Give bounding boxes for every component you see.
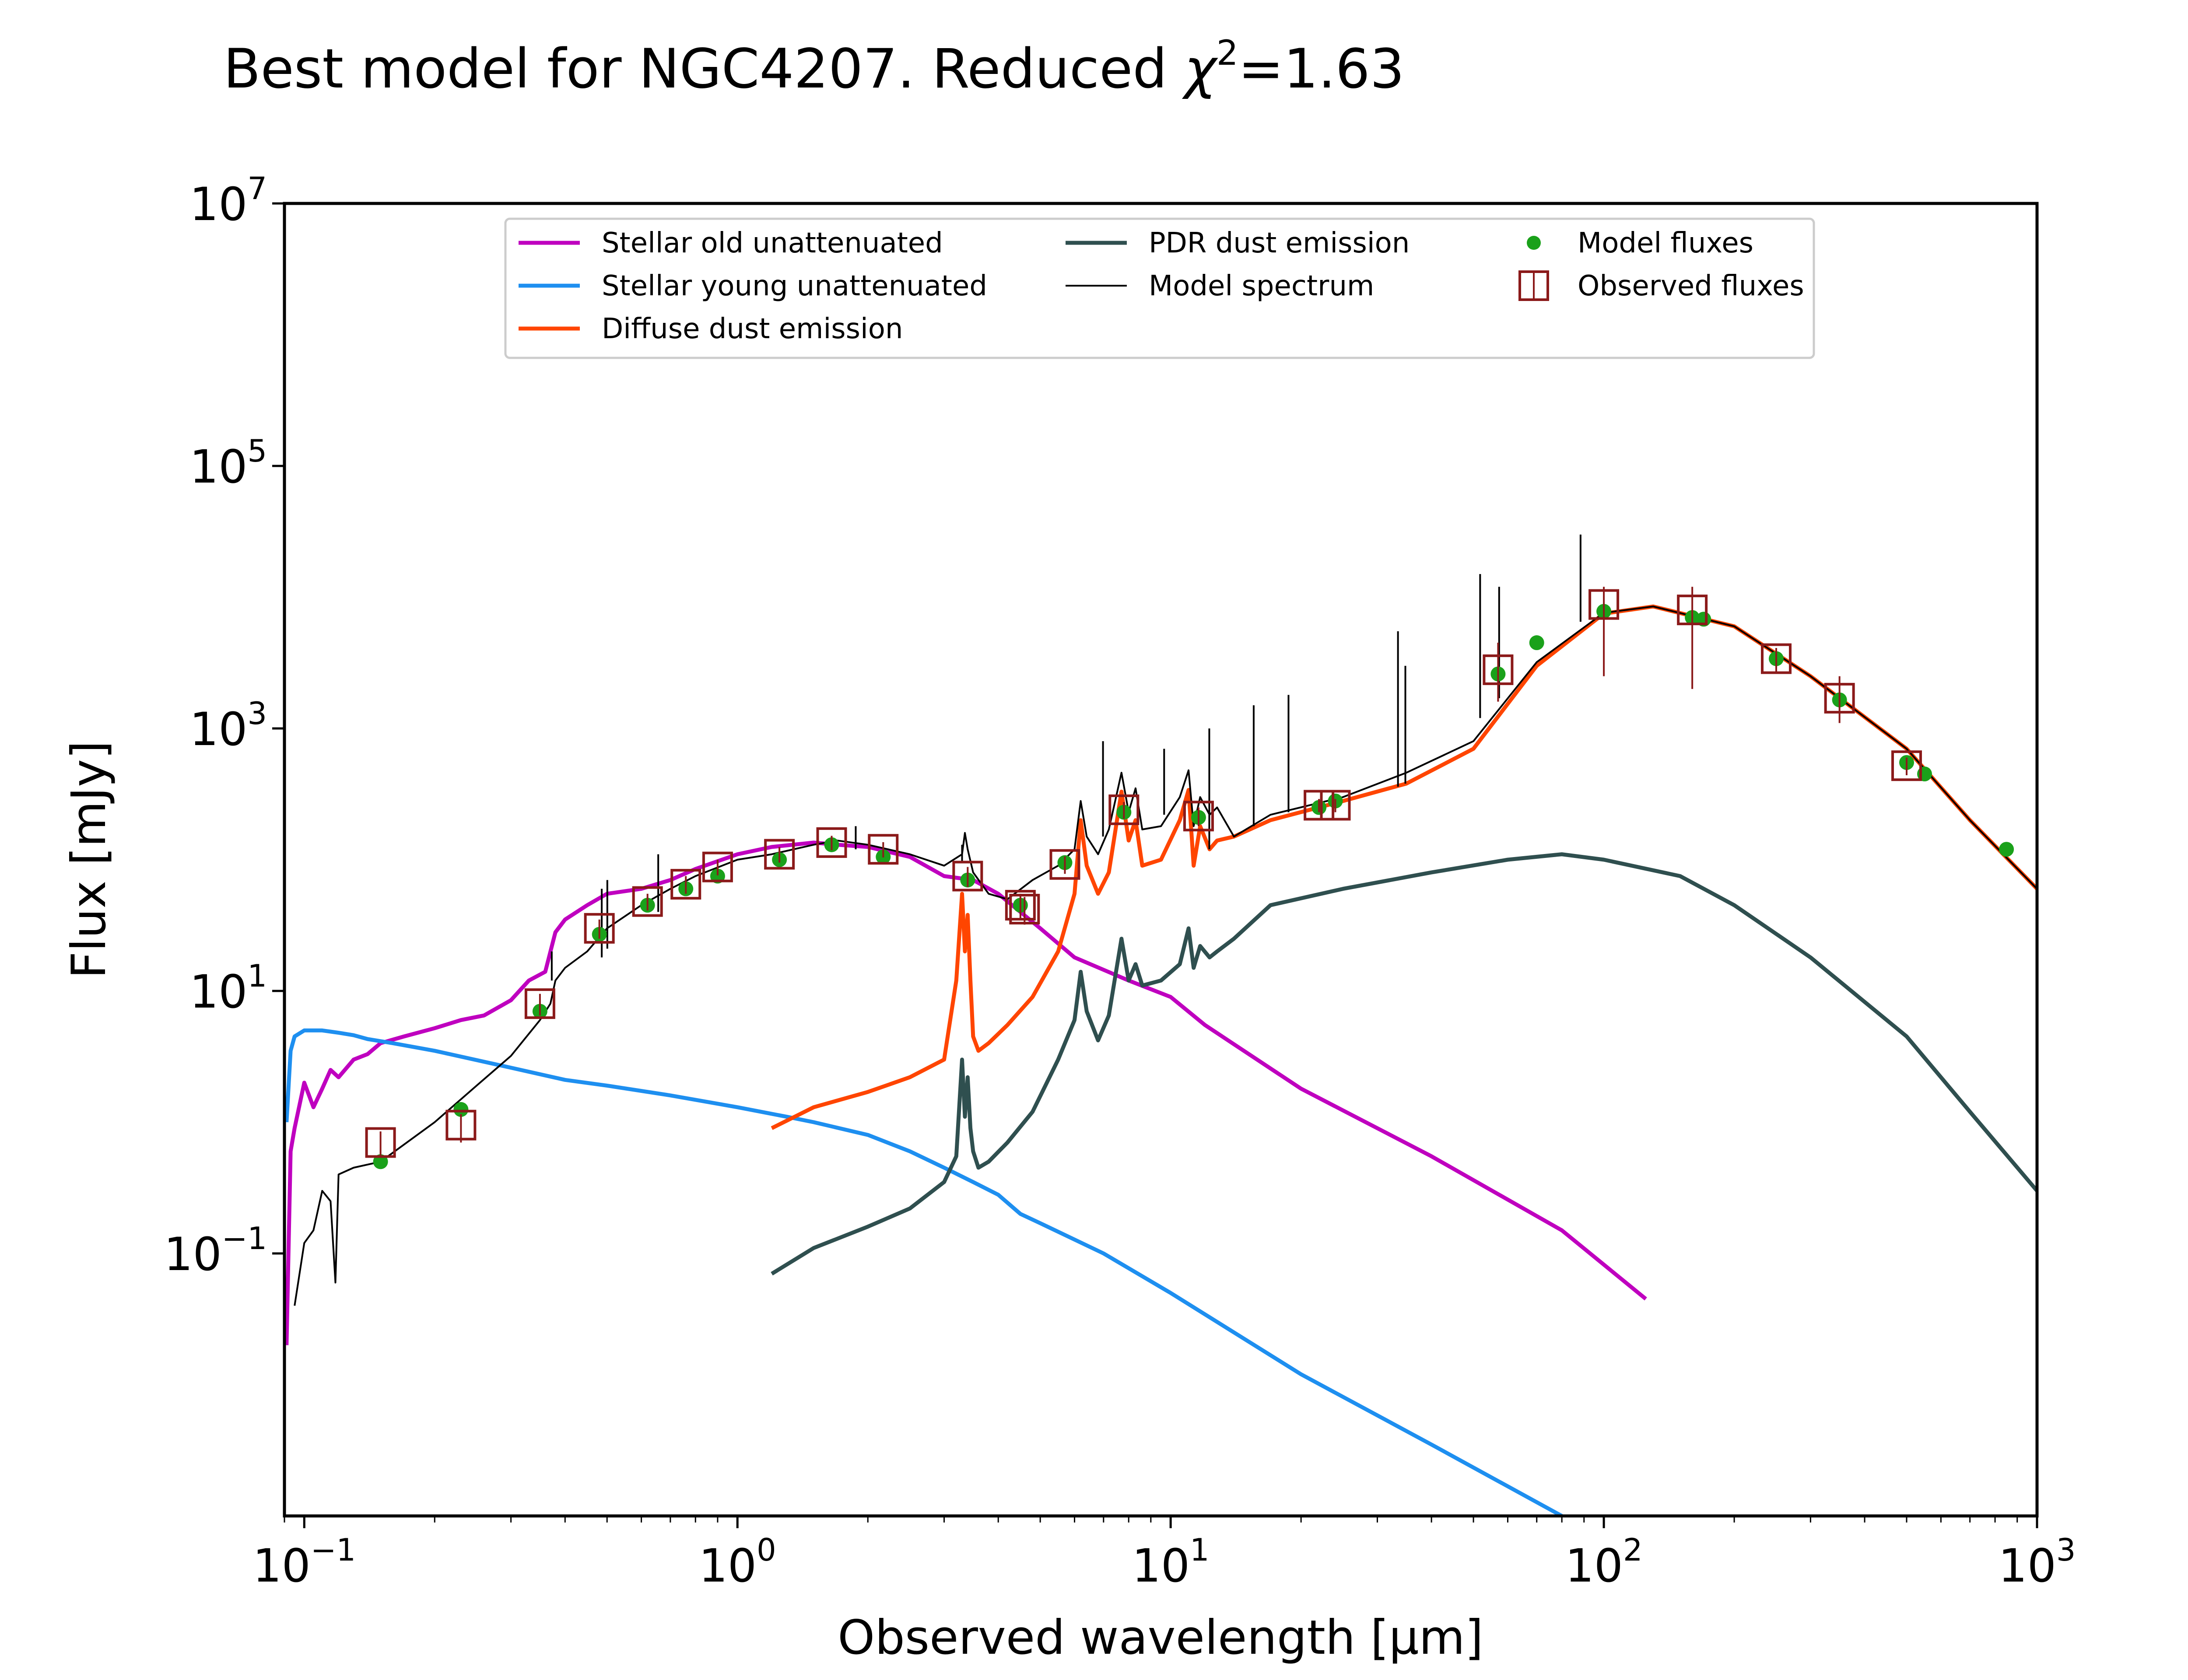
y-tick-label-1: 101 xyxy=(189,958,267,1018)
y-tick-label-0: 10−1 xyxy=(164,1221,267,1281)
legend-label-model-fluxes: Model fluxes xyxy=(1578,227,1753,259)
y-tick-label-4: 107 xyxy=(189,171,267,231)
stellar-young-unattenuated-line xyxy=(284,1028,1563,1516)
observed-flux-marker-14 xyxy=(1108,794,1140,825)
observed-flux-marker-12 xyxy=(1009,894,1040,925)
y-tick-label-3: 105 xyxy=(189,433,267,494)
chart-title-suffix: =1.63 xyxy=(1238,38,1405,101)
observed-flux-marker-3 xyxy=(584,913,615,944)
observed-flux-marker-16 xyxy=(1304,790,1335,821)
observed-flux-marker-13 xyxy=(1049,849,1080,880)
x-tick-label-1: 100 xyxy=(699,1532,776,1592)
observed-flux-marker-18 xyxy=(1483,654,1514,685)
chart-title-symbol: χ xyxy=(1182,38,1219,101)
x-tick-label-2: 101 xyxy=(1132,1532,1210,1592)
diffuse-dust-emission-line xyxy=(771,604,2037,1130)
model-flux-point-0 xyxy=(373,1154,388,1169)
observed-flux-marker-15 xyxy=(1183,801,1214,832)
pdr-dust-emission-line xyxy=(771,852,2037,1276)
series-layer xyxy=(284,534,2037,1516)
model-spectrum-line xyxy=(294,606,2037,1306)
observed-flux-marker-2 xyxy=(524,988,555,1019)
y-tick-label-2: 103 xyxy=(189,696,267,756)
model-flux-point-18 xyxy=(1529,635,1544,651)
x-tick-label-0: 10−1 xyxy=(253,1532,356,1592)
observed-flux-marker-6 xyxy=(702,851,733,882)
observed-flux-marker-0 xyxy=(365,1127,396,1158)
observed-flux-marker-22 xyxy=(1824,682,1855,714)
observed-flux-marker-4 xyxy=(632,886,663,917)
y-axis-label: Flux [mJy] xyxy=(62,741,116,979)
observed-flux-marker-11 xyxy=(1005,890,1036,921)
legend-label-diffuse-dust-emission: Diffuse dust emission xyxy=(602,313,903,345)
chart-title: Best model for NGC4207. Reduced χ2=1.63 xyxy=(223,34,1404,101)
x-tick-label-3: 102 xyxy=(1565,1532,1643,1592)
observed-flux-marker-10 xyxy=(952,861,983,892)
model-flux-point-1 xyxy=(453,1102,469,1117)
legend-label-stellar-young-unattenuated: Stellar young unattenuated xyxy=(602,270,987,302)
legend-frame xyxy=(504,217,1815,359)
observed-flux-marker-23 xyxy=(1891,750,1922,781)
observed-flux-marker-17 xyxy=(1320,790,1351,821)
plot-frame xyxy=(283,202,2039,1518)
observed-flux-marker-9 xyxy=(868,834,899,865)
chart-title-prefix: Best model for NGC4207. Reduced xyxy=(223,38,1184,101)
legend-label-pdr-dust-emission: PDR dust emission xyxy=(1149,227,1410,259)
observed-flux-marker-20 xyxy=(1677,595,1708,626)
observed-flux-marker-1 xyxy=(445,1110,477,1141)
legend-label-stellar-old-unattenuated: Stellar old unattenuated xyxy=(602,227,943,259)
legend-label-observed-fluxes: Observed fluxes xyxy=(1578,270,1804,302)
x-tick-label-4: 103 xyxy=(1999,1532,2076,1592)
x-axis: 10−1 100 101 102 103 xyxy=(253,1516,2076,1592)
observed-flux-marker-7 xyxy=(764,839,795,870)
observed-flux-marker-21 xyxy=(1761,643,1792,674)
observed-flux-marker-8 xyxy=(816,827,847,858)
model-flux-point-26 xyxy=(1999,842,2014,857)
chart-title-sup: 2 xyxy=(1217,34,1238,73)
x-axis-label: Observed wavelength [μm] xyxy=(838,1610,1483,1665)
legend-label-model-spectrum: Model spectrum xyxy=(1149,270,1374,302)
marker-layer xyxy=(365,587,2014,1169)
legend-swatch-model-fluxes xyxy=(1527,236,1541,250)
legend: Stellar old unattenuated Stellar young un… xyxy=(504,217,1815,359)
observed-flux-marker-19 xyxy=(1588,589,1620,620)
y-axis: 10−1 101 103 105 107 xyxy=(164,171,284,1281)
observed-flux-marker-5 xyxy=(670,869,701,900)
